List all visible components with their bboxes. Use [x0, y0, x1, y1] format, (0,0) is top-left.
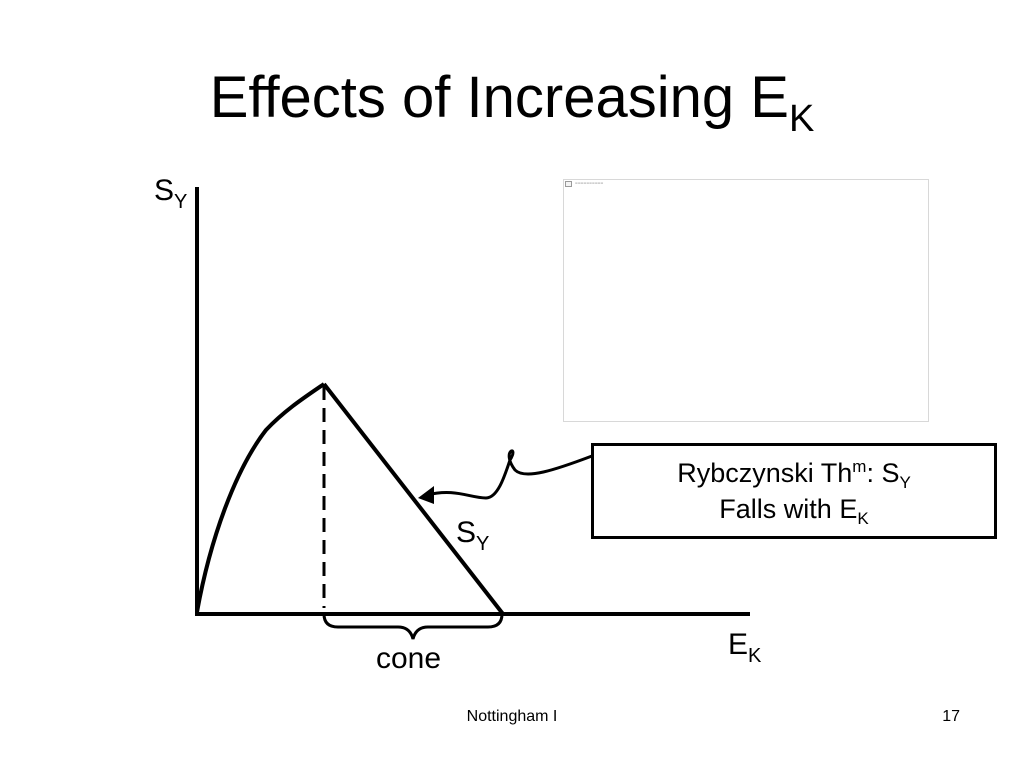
curve-label-text: S	[456, 516, 477, 549]
sy-curve-falling	[322, 382, 505, 616]
callout-line-2-prefix: Falls with E	[719, 494, 858, 524]
curve-label-subscript: Y	[476, 533, 490, 555]
callout-arrow-head	[418, 486, 434, 504]
callout-box: Rybczynski Thm: SY Falls with EK	[591, 443, 997, 539]
title-subscript: K	[788, 98, 815, 140]
callout-line-1-middle: : S	[866, 458, 900, 488]
y-axis-label-text: S	[154, 174, 175, 207]
callout-line-1-prefix: Rybczynski Th	[677, 458, 853, 488]
callout-superscript: m	[852, 457, 867, 476]
curve-label: SY	[456, 516, 489, 554]
callout-line-2: Falls with EK	[719, 491, 868, 527]
footer-text: Nottingham I	[466, 708, 558, 725]
cone-brace	[322, 613, 504, 640]
slide-title: Effects of Increasing EK	[0, 62, 1024, 138]
title-text: Effects of Increasing E	[209, 65, 789, 130]
callout-line-1: Rybczynski Thm: SY	[677, 455, 911, 491]
broken-image-icon	[565, 181, 572, 187]
y-axis-label-subscript: Y	[174, 191, 188, 213]
y-axis-label: SY	[154, 174, 187, 212]
x-axis-label-text: E	[728, 628, 749, 661]
callout-line-2-subscript: K	[857, 509, 869, 528]
callout-arrow-line	[426, 449, 593, 500]
sy-curve-rising	[195, 382, 326, 613]
slide-number: 17	[942, 708, 960, 725]
cone-label: cone	[376, 642, 442, 675]
placeholder-caption: ▬▬▬▬▬▬▬▬▬▬	[575, 181, 604, 185]
image-placeholder: ▬▬▬▬▬▬▬▬▬▬	[563, 179, 929, 422]
callout-line-1-subscript: Y	[899, 473, 911, 492]
x-axis-label-subscript: K	[748, 645, 762, 667]
x-axis-label: EK	[728, 628, 761, 666]
